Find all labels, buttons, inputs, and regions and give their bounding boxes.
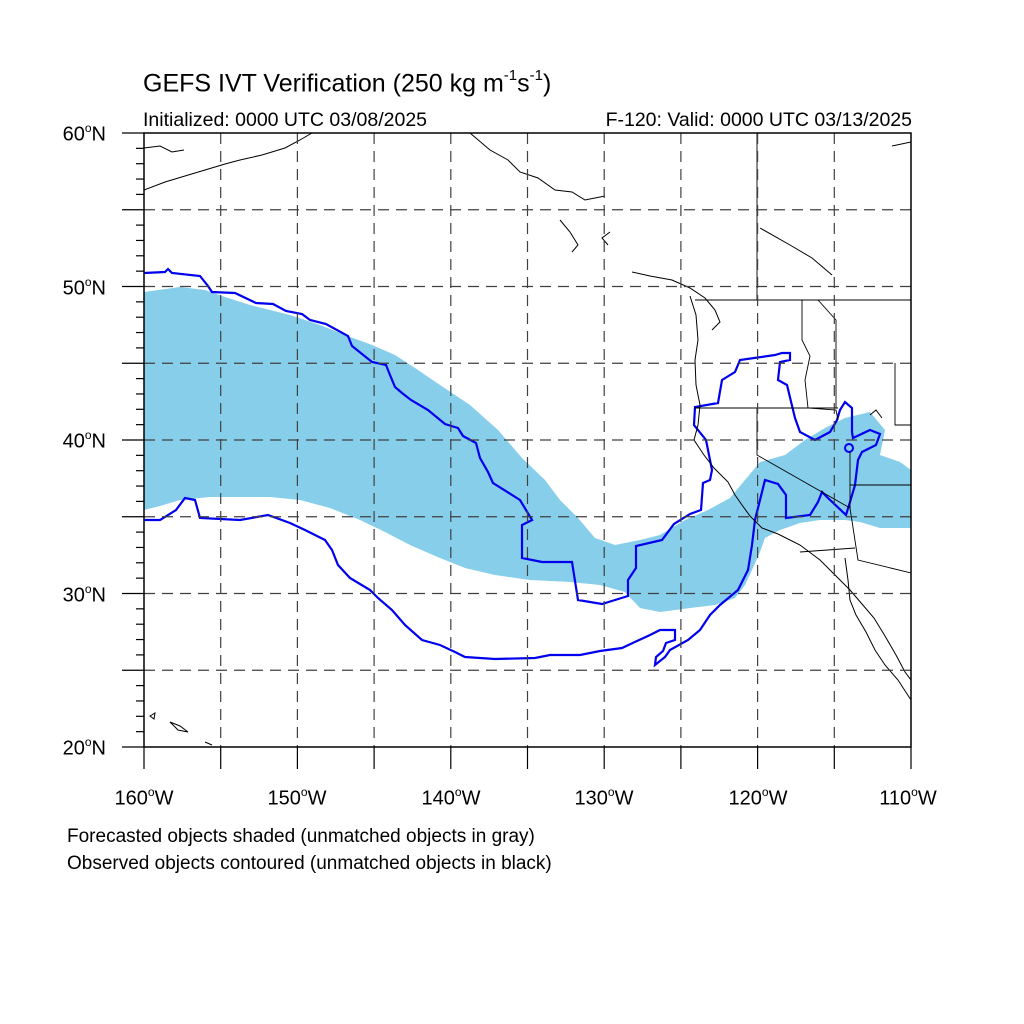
legend-observed-note: Observed objects contoured (unmatched ob… — [67, 853, 552, 874]
lat-label-40n: 40oN — [62, 428, 106, 453]
observed-object-loop — [844, 443, 855, 453]
observed-object-contour — [144, 267, 882, 668]
lon-label-130w: 130oW — [574, 785, 634, 810]
legend-forecast-note: Forecasted objects shaded (unmatched obj… — [67, 826, 535, 847]
lat-label-20n: 20oN — [62, 735, 106, 760]
lon-label-150w: 150oW — [267, 785, 327, 810]
lat-label-60n: 60oN — [62, 121, 106, 146]
lat-label-50n: 50oN — [62, 275, 106, 300]
forecast-object-shade — [144, 287, 911, 612]
lon-label-160w: 160oW — [114, 785, 174, 810]
lat-label-30n: 30oN — [62, 582, 106, 607]
init-time-label: Initialized: 0000 UTC 03/08/2025 — [143, 109, 428, 131]
lon-label-120w: 120oW — [728, 785, 788, 810]
lon-label-140w: 140oW — [421, 785, 481, 810]
axis-ticks — [122, 132, 912, 769]
graticule — [144, 133, 911, 747]
chart-title: GEFS IVT Verification (250 kg m-1s-1) — [143, 67, 552, 98]
coastline — [144, 133, 911, 746]
valid-time-label: F-120: Valid: 0000 UTC 03/13/2025 — [605, 109, 912, 131]
lon-label-110w: 110oW — [879, 785, 937, 810]
